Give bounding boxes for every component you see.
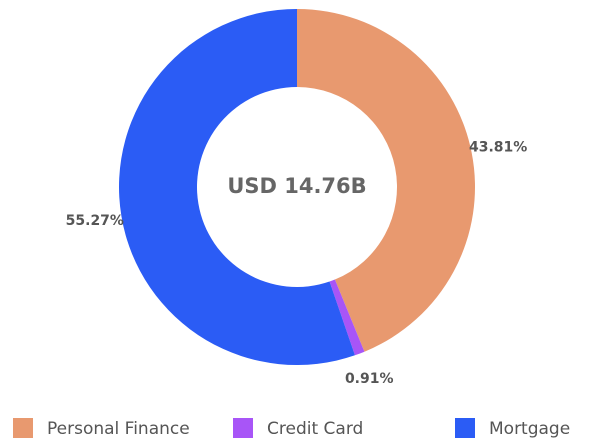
donut-slice: [329, 279, 365, 356]
slice-label: 55.27%: [66, 213, 124, 229]
legend-swatch: [13, 418, 33, 438]
legend-label: Personal Finance: [47, 419, 190, 439]
donut-slice: [297, 9, 475, 352]
center-label: USD 14.76B: [227, 174, 366, 198]
donut-slice: [119, 9, 355, 365]
legend-swatch: [455, 418, 475, 438]
legend-swatch: [233, 418, 253, 438]
legend-label: Credit Card: [267, 419, 363, 439]
slice-label: 43.81%: [469, 139, 527, 155]
legend-label: Mortgage: [489, 419, 570, 439]
slice-label: 0.91%: [345, 371, 394, 387]
